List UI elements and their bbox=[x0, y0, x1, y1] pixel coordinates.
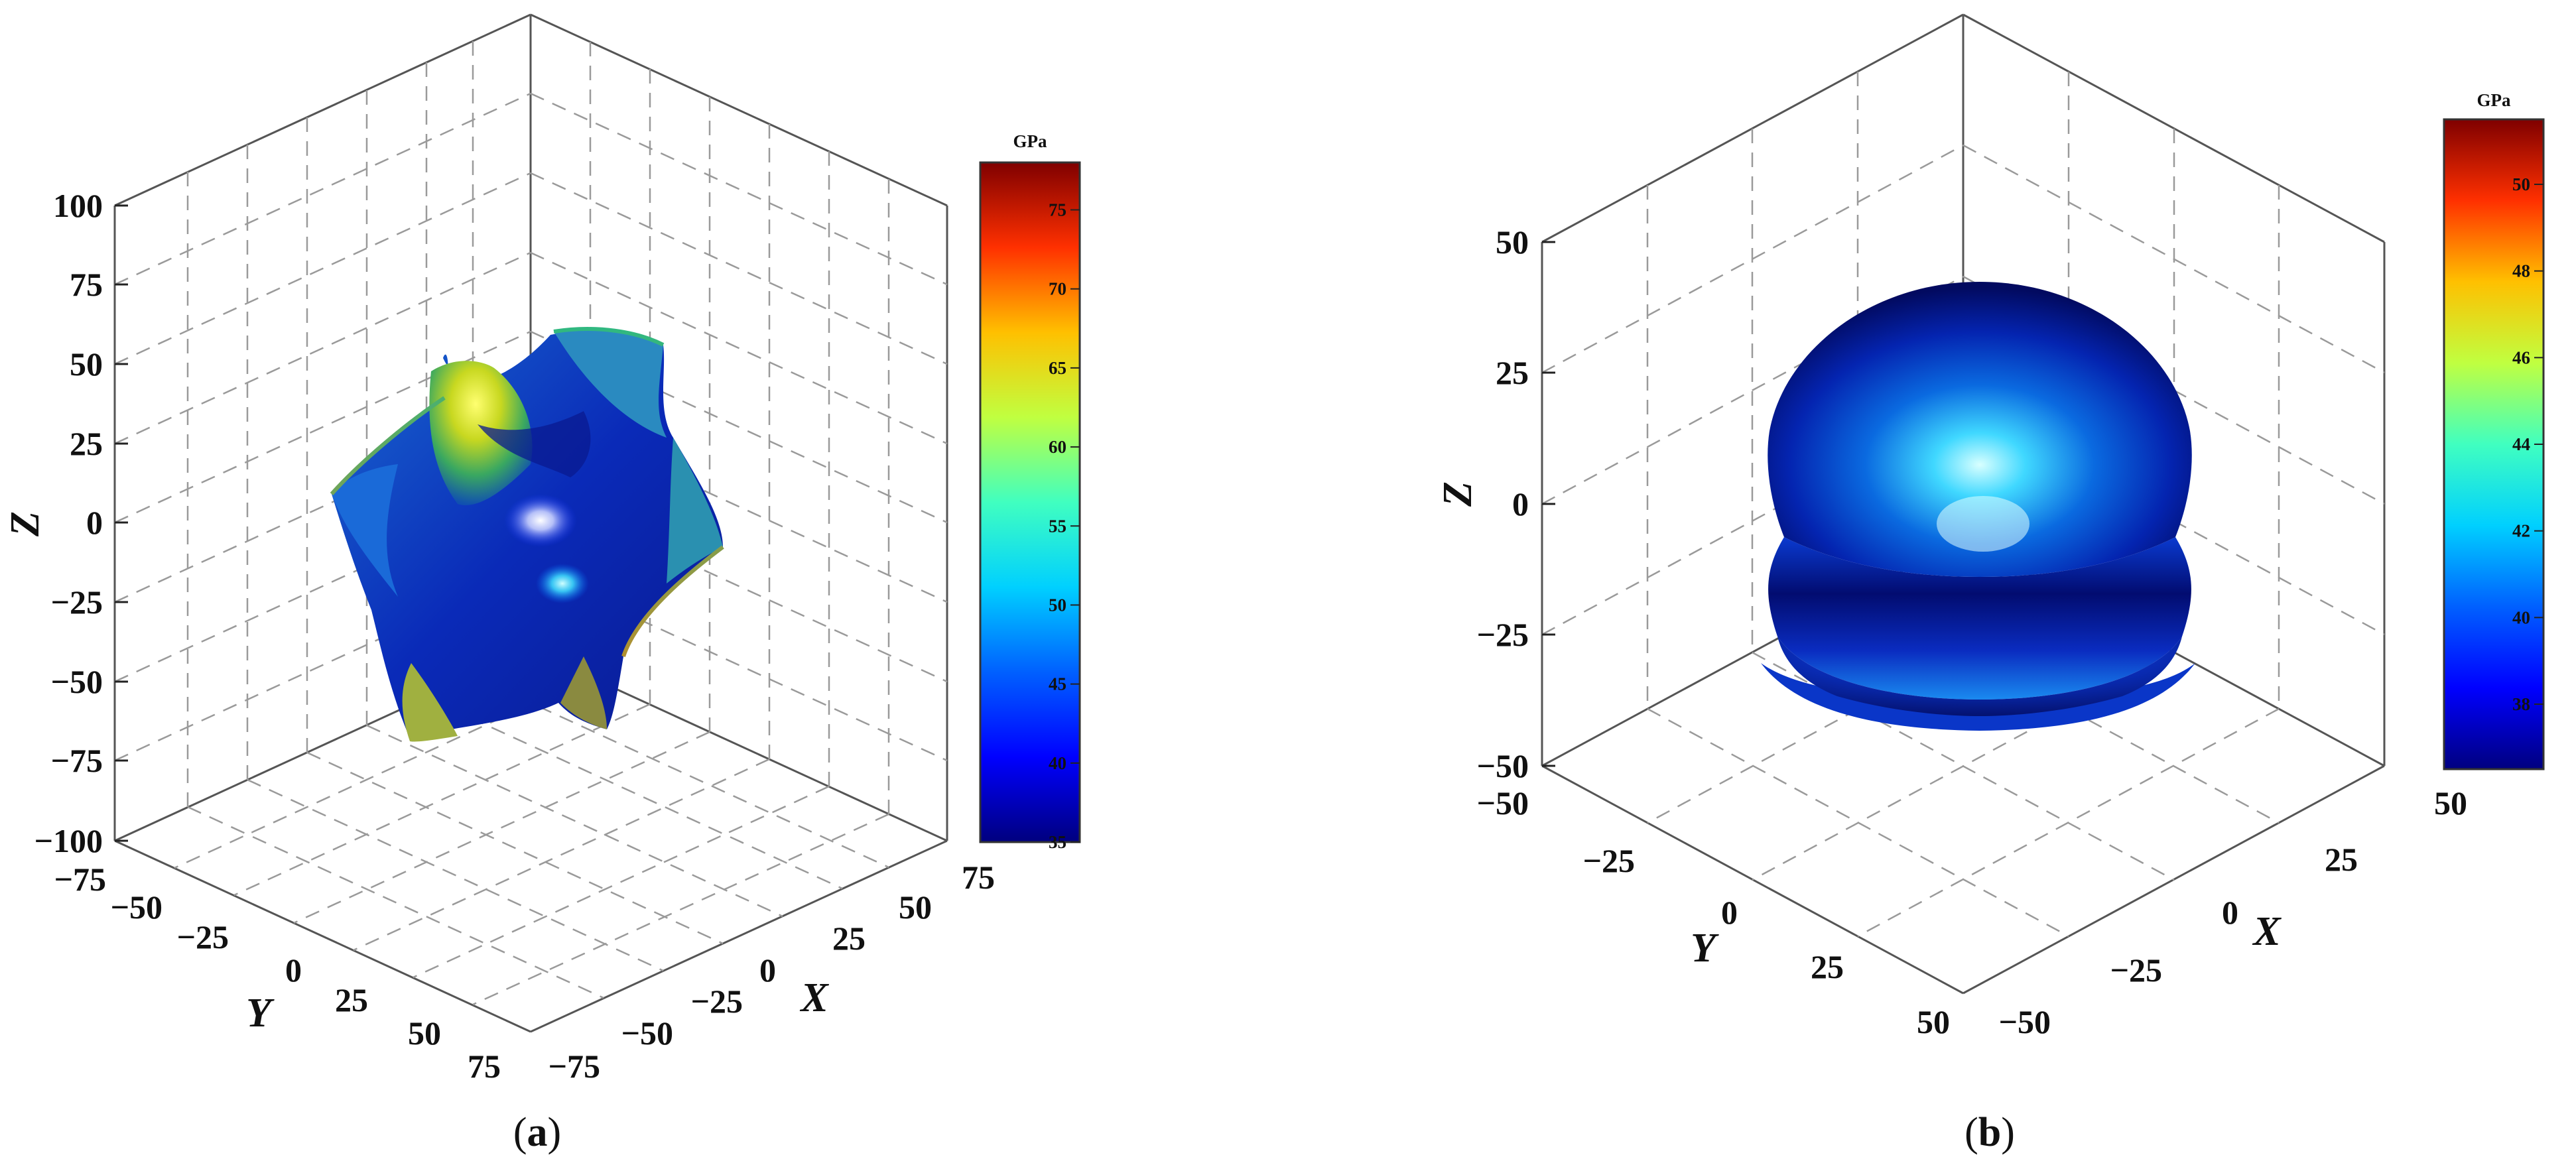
panel-b-highlight bbox=[1937, 496, 2029, 552]
colorbar-tick-label: 40 bbox=[1049, 753, 1066, 773]
colorbar-tick-label: 50 bbox=[1049, 595, 1066, 615]
colorbar-tick-label: 48 bbox=[2512, 261, 2530, 281]
panel-a-tickmarks bbox=[115, 204, 128, 842]
y-tick: −50 bbox=[111, 889, 163, 926]
colorbar-tick-label: 42 bbox=[2512, 521, 2530, 541]
panel-a: 100 75 50 25 0 −25 −50 −75 −100 Z −75 −5… bbox=[3, 13, 1081, 1155]
colorbar-tick-label: 60 bbox=[1049, 437, 1066, 457]
y-tick: −25 bbox=[177, 918, 229, 955]
panel-b-lower-bulge bbox=[1777, 637, 2182, 716]
panel-a-z-ticks: 100 75 50 25 0 −25 −50 −75 −100 bbox=[34, 187, 103, 859]
y-tick: 0 bbox=[1721, 894, 1738, 931]
x-tick: 25 bbox=[832, 920, 866, 957]
panel-b-x-label: X bbox=[2252, 909, 2282, 954]
z-tick: 100 bbox=[53, 187, 103, 224]
colorbar-ticks: 50 48 46 44 42 40 38 bbox=[2512, 174, 2544, 714]
colorbar-tick-label: 65 bbox=[1049, 358, 1066, 378]
panel-a-x-ticks: −75 −50 −25 0 25 50 75 bbox=[548, 859, 996, 1085]
z-tick: −100 bbox=[34, 822, 103, 859]
x-tick: −25 bbox=[2110, 951, 2163, 989]
colorbar-tick-label: 50 bbox=[2512, 174, 2530, 194]
z-tick: 0 bbox=[1512, 485, 1529, 522]
panel-a-highlight-lower bbox=[536, 564, 589, 603]
colorbar-tick-label: 75 bbox=[1049, 200, 1066, 220]
panel-b-y-label: Y bbox=[1691, 926, 1719, 971]
colorbar-gradient bbox=[2443, 118, 2545, 770]
y-tick: 0 bbox=[285, 951, 302, 989]
colorbar-title: GPa bbox=[1013, 131, 1047, 151]
panel-b-x-ticks: −50 −25 0 25 50 bbox=[1999, 784, 2468, 1040]
panel-a-y-ticks: −75 −50 −25 0 25 50 75 bbox=[54, 861, 501, 1085]
colorbar-tick-label: 70 bbox=[1049, 279, 1066, 299]
y-tick: 50 bbox=[1917, 1003, 1950, 1040]
x-tick: −50 bbox=[1999, 1003, 2051, 1040]
z-tick: 50 bbox=[70, 345, 103, 383]
panel-b-top-dome bbox=[1768, 282, 2192, 577]
colorbar-tick-label: 38 bbox=[2512, 694, 2530, 714]
z-tick: 25 bbox=[1496, 354, 1529, 391]
z-tick: 0 bbox=[86, 504, 103, 541]
panel-b-bottom-cap bbox=[1761, 663, 2195, 731]
z-tick: 50 bbox=[1496, 223, 1529, 261]
y-tick: −75 bbox=[54, 861, 107, 898]
panel-a-caption: (a) bbox=[513, 1110, 561, 1155]
colorbar-tick-label: 46 bbox=[2512, 347, 2530, 367]
panel-a-spike-right bbox=[554, 327, 667, 438]
panel-a-spike-bottom bbox=[402, 663, 458, 742]
y-tick: 50 bbox=[408, 1014, 441, 1052]
z-tick: 75 bbox=[70, 266, 103, 303]
z-tick: −50 bbox=[1477, 747, 1529, 784]
panel-a-highlight-center bbox=[504, 494, 577, 547]
panel-a-spike-far-right bbox=[667, 438, 723, 583]
x-tick: 50 bbox=[2434, 784, 2467, 822]
panel-a-colorbar: GPa 75 70 65 60 55 50 45 40 35 bbox=[979, 131, 1081, 852]
x-tick: −50 bbox=[621, 1014, 674, 1052]
x-tick: 0 bbox=[2222, 894, 2238, 931]
panel-b-colorbar: GPa 50 48 46 44 42 40 38 bbox=[2443, 90, 2545, 770]
colorbar-tick-label: 44 bbox=[2512, 434, 2530, 454]
colorbar-title: GPa bbox=[2477, 90, 2511, 110]
panel-b-z-ticks: 50 25 0 −25 −50 bbox=[1477, 223, 1529, 784]
panel-b: 50 25 0 −25 −50 Z −50 −25 0 25 50 Y −50 … bbox=[1435, 13, 2545, 1155]
colorbar-tick-label: 55 bbox=[1049, 516, 1066, 536]
panel-b-caption: (b) bbox=[1964, 1110, 2015, 1155]
z-tick: −25 bbox=[1477, 616, 1529, 653]
y-tick: 75 bbox=[468, 1048, 501, 1085]
x-tick: 75 bbox=[962, 859, 995, 896]
panel-b-z-label: Z bbox=[1435, 481, 1480, 507]
panel-b-tickmarks bbox=[1542, 241, 1555, 767]
panel-a-spike-left bbox=[332, 464, 398, 597]
colorbar-tick-label: 35 bbox=[1049, 832, 1066, 852]
panel-a-surface bbox=[330, 327, 724, 742]
panel-a-y-label: Y bbox=[246, 991, 275, 1036]
y-tick: 25 bbox=[335, 981, 368, 1018]
x-tick: −25 bbox=[691, 983, 743, 1020]
z-tick: −75 bbox=[51, 742, 103, 779]
z-tick: −50 bbox=[51, 663, 103, 700]
x-tick: −75 bbox=[548, 1048, 601, 1085]
y-tick: −50 bbox=[1477, 784, 1529, 822]
colorbar-gradient bbox=[979, 161, 1081, 843]
x-tick: 25 bbox=[2325, 841, 2358, 878]
panel-a-rim bbox=[330, 327, 724, 657]
x-tick: 50 bbox=[899, 889, 932, 926]
colorbar-ticks: 75 70 65 60 55 50 45 40 35 bbox=[1049, 200, 1080, 852]
panel-a-dark-band bbox=[478, 411, 591, 477]
panel-b-surface bbox=[1761, 282, 2195, 731]
x-tick: 0 bbox=[759, 951, 776, 989]
panel-a-x-label: X bbox=[799, 975, 829, 1020]
y-tick: −25 bbox=[1583, 842, 1636, 879]
y-tick: 25 bbox=[1811, 948, 1844, 985]
panel-b-band bbox=[1768, 537, 2191, 700]
panel-a-spike-lower-right bbox=[560, 656, 607, 729]
colorbar-tick-label: 45 bbox=[1049, 674, 1066, 694]
panel-a-z-label: Z bbox=[3, 511, 48, 537]
panel-b-y-ticks: −50 −25 0 25 50 bbox=[1477, 784, 1951, 1040]
z-tick: 25 bbox=[70, 425, 103, 462]
colorbar-tick-label: 40 bbox=[2512, 607, 2530, 627]
z-tick: −25 bbox=[51, 583, 103, 621]
panel-a-spike-top bbox=[429, 361, 533, 505]
